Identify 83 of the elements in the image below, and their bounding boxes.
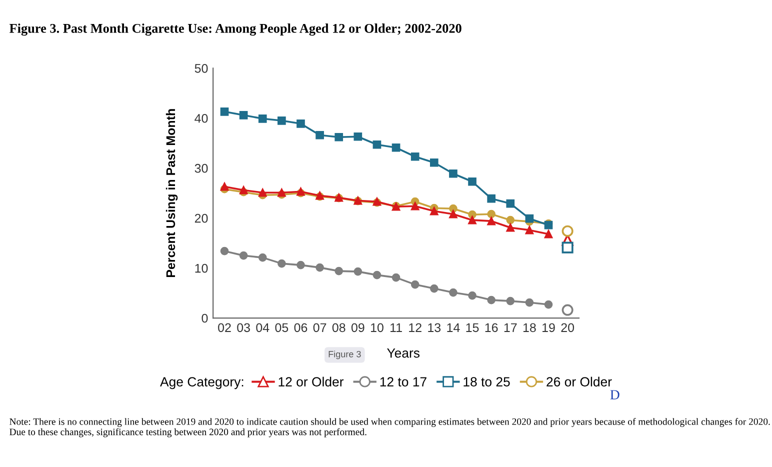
point — [220, 246, 229, 256]
point — [392, 143, 400, 152]
point — [449, 210, 458, 218]
point — [506, 223, 515, 232]
x-tick-label: 06 — [294, 323, 308, 332]
legend-label: 12 or Older — [278, 376, 344, 386]
point — [239, 110, 248, 120]
point — [544, 230, 553, 238]
x-tick-label: 12 — [409, 323, 422, 332]
x-tick-label: 10 — [370, 323, 384, 332]
point — [278, 259, 286, 268]
point — [468, 216, 476, 224]
y-tick-label: 10 — [195, 264, 208, 273]
x-tick-label: 15 — [466, 323, 479, 332]
x-tick-label: 13 — [428, 323, 441, 332]
point — [372, 270, 382, 280]
point — [487, 296, 496, 304]
y-axis-title: Percent Using in Past Month — [166, 109, 178, 277]
legend-label: 26 or Older — [546, 376, 612, 386]
point — [334, 132, 344, 142]
y-tick-label: 50 — [194, 64, 208, 73]
point — [525, 298, 534, 307]
x-tick-label: 16 — [485, 323, 498, 332]
text: D — [610, 390, 620, 400]
x-axis-title: Years — [387, 348, 420, 358]
x-tick-label: 14 — [447, 323, 460, 332]
x-tick-label: 02 — [218, 323, 231, 332]
point — [506, 199, 515, 208]
point — [278, 116, 286, 125]
point — [468, 291, 476, 300]
point — [296, 260, 305, 270]
point — [410, 280, 420, 289]
point — [430, 206, 438, 216]
point — [487, 216, 496, 226]
x-tick-label: 04 — [256, 323, 270, 332]
x-tick-label: 11 — [390, 323, 402, 332]
point — [525, 226, 534, 234]
legend-label: 12 to 17 — [380, 377, 426, 386]
y-tick-label: 0 — [202, 314, 208, 323]
point — [258, 253, 267, 262]
x-tick-label: 03 — [237, 323, 250, 332]
legend-title: Age Category: — [160, 377, 244, 390]
point — [544, 300, 553, 309]
point — [449, 288, 458, 297]
point — [316, 263, 324, 272]
x-tick-label: 05 — [275, 323, 288, 332]
point — [506, 296, 515, 306]
point — [430, 158, 438, 167]
caption: Figure 3 — [328, 350, 361, 360]
x-tick-label: 18 — [523, 323, 536, 332]
x-tick-label: 08 — [332, 323, 346, 332]
y-tick-label: 40 — [194, 114, 208, 123]
point — [372, 140, 382, 149]
point — [220, 107, 229, 116]
point — [258, 114, 267, 123]
point — [487, 210, 496, 218]
chart-title: Figure 3. Past Month Cigarette Use: Among People Aged 12 or Older; 2002-2020 — [9, 24, 462, 36]
point — [468, 177, 476, 186]
point — [354, 132, 362, 141]
point — [449, 169, 458, 178]
point — [410, 152, 420, 161]
point — [392, 273, 400, 282]
x-tick-label: 20 — [561, 323, 574, 332]
point — [525, 214, 534, 223]
point — [220, 182, 229, 191]
point — [316, 130, 324, 140]
point — [239, 251, 248, 260]
point — [506, 216, 515, 224]
point — [334, 266, 344, 276]
point — [258, 188, 267, 197]
y-tick-label: 20 — [194, 214, 208, 223]
legend-label: 18 to 25 — [464, 377, 510, 386]
point — [487, 194, 496, 203]
text: Note: There is no connecting line between 2019 and 2020 to indicate caution should be used when comparing estimates between 2020 and prior years because of methodological changes for 2020. Due to these changes, significance testing between 2020 and prior years was not performed. — [10, 418, 770, 438]
x-tick-label: 09 — [351, 323, 364, 332]
point — [410, 202, 420, 210]
point — [296, 119, 305, 128]
x-tick-label: 19 — [542, 323, 555, 332]
y-tick-label: 30 — [194, 164, 208, 173]
x-tick-label: 07 — [313, 323, 326, 332]
point — [354, 267, 362, 276]
x-tick-label: 17 — [504, 323, 517, 332]
point — [430, 284, 438, 293]
